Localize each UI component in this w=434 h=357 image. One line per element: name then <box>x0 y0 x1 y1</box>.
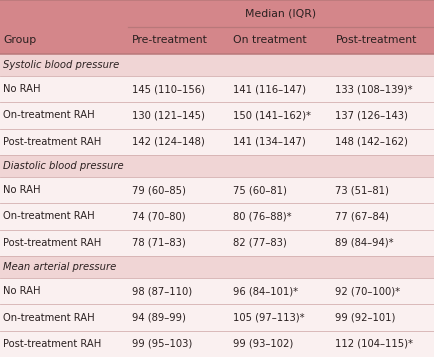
Text: 150 (141–162)*: 150 (141–162)* <box>233 110 312 120</box>
Text: Systolic blood pressure: Systolic blood pressure <box>3 60 120 70</box>
Text: 98 (87–110): 98 (87–110) <box>132 286 192 296</box>
Bar <box>0 129 434 155</box>
Text: 148 (142–162): 148 (142–162) <box>335 137 408 147</box>
Bar <box>0 203 434 230</box>
Text: 99 (93–102): 99 (93–102) <box>233 339 294 349</box>
Text: On-treatment RAH: On-treatment RAH <box>3 312 95 322</box>
Text: Post-treatment RAH: Post-treatment RAH <box>3 339 102 349</box>
Text: On-treatment RAH: On-treatment RAH <box>3 110 95 120</box>
Bar <box>0 54 434 76</box>
Text: 94 (89–99): 94 (89–99) <box>132 312 185 322</box>
Text: Pre-treatment: Pre-treatment <box>132 35 207 45</box>
Text: 78 (71–83): 78 (71–83) <box>132 238 185 248</box>
Text: 142 (124–148): 142 (124–148) <box>132 137 204 147</box>
Bar <box>0 230 434 256</box>
Text: 141 (134–147): 141 (134–147) <box>233 137 306 147</box>
Text: On treatment: On treatment <box>233 35 307 45</box>
Text: 112 (104–115)*: 112 (104–115)* <box>335 339 414 349</box>
Text: Median (IQR): Median (IQR) <box>246 9 316 19</box>
Bar <box>0 102 434 129</box>
Text: On-treatment RAH: On-treatment RAH <box>3 211 95 221</box>
Text: No RAH: No RAH <box>3 286 41 296</box>
Text: Mean arterial pressure: Mean arterial pressure <box>3 262 117 272</box>
Text: Post-treatment RAH: Post-treatment RAH <box>3 238 102 248</box>
Text: 77 (67–84): 77 (67–84) <box>335 211 389 221</box>
Text: Diastolic blood pressure: Diastolic blood pressure <box>3 161 124 171</box>
Text: Group: Group <box>3 35 37 45</box>
Text: 75 (60–81): 75 (60–81) <box>233 185 287 195</box>
Bar <box>0 305 434 331</box>
Bar <box>0 331 434 357</box>
Bar <box>0 27 434 54</box>
Text: 130 (121–145): 130 (121–145) <box>132 110 204 120</box>
Text: 145 (110–156): 145 (110–156) <box>132 84 204 94</box>
Bar <box>0 155 434 177</box>
Text: 99 (95–103): 99 (95–103) <box>132 339 192 349</box>
Text: 89 (84–94)*: 89 (84–94)* <box>335 238 394 248</box>
Text: 96 (84–101)*: 96 (84–101)* <box>233 286 299 296</box>
Bar <box>0 278 434 305</box>
Text: 137 (126–143): 137 (126–143) <box>335 110 408 120</box>
Bar <box>0 256 434 278</box>
Bar <box>0 76 434 102</box>
Text: 79 (60–85): 79 (60–85) <box>132 185 185 195</box>
Text: 82 (77–83): 82 (77–83) <box>233 238 287 248</box>
Text: Post-treatment RAH: Post-treatment RAH <box>3 137 102 147</box>
Text: 133 (108–139)*: 133 (108–139)* <box>335 84 413 94</box>
Text: 105 (97–113)*: 105 (97–113)* <box>233 312 305 322</box>
Text: 141 (116–147): 141 (116–147) <box>233 84 306 94</box>
Text: No RAH: No RAH <box>3 84 41 94</box>
Text: 99 (92–101): 99 (92–101) <box>335 312 396 322</box>
Text: 92 (70–100)*: 92 (70–100)* <box>335 286 401 296</box>
Text: 73 (51–81): 73 (51–81) <box>335 185 389 195</box>
Text: 80 (76–88)*: 80 (76–88)* <box>233 211 292 221</box>
Bar <box>0 177 434 203</box>
Bar <box>0 0 434 27</box>
Text: No RAH: No RAH <box>3 185 41 195</box>
Text: 74 (70–80): 74 (70–80) <box>132 211 185 221</box>
Text: Post-treatment: Post-treatment <box>335 35 417 45</box>
